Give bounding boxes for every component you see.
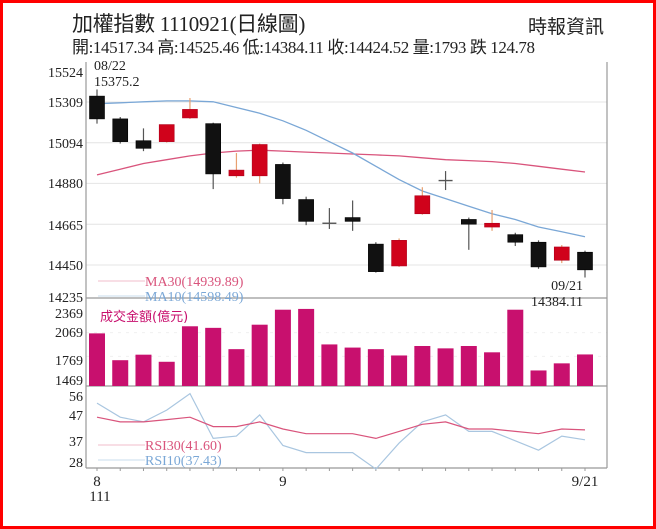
volume-bar — [228, 349, 245, 386]
volume-bar — [181, 326, 198, 386]
rsi30-line — [96, 416, 586, 440]
volume-bar — [298, 308, 315, 386]
candle-down — [368, 243, 384, 272]
volume-bar — [251, 324, 268, 386]
volume-bar — [112, 360, 129, 386]
volume-tick-label: 1769 — [55, 354, 83, 369]
volume-panel: 成交金額(億元) — [89, 308, 593, 386]
volume-bar — [367, 349, 384, 386]
volume-bar — [89, 333, 105, 386]
price-tick-label: 15524 — [48, 66, 83, 81]
volume-bar — [391, 355, 408, 386]
volume-bar — [414, 345, 431, 386]
candle-down — [89, 95, 105, 120]
candle-down — [298, 199, 314, 222]
rsi30-legend: RSI30(41.60) — [145, 439, 222, 454]
volume-bar — [274, 309, 291, 386]
candle-up — [228, 169, 245, 177]
candle-down — [344, 217, 361, 222]
candle-down — [530, 241, 547, 268]
volume-bar — [135, 354, 152, 386]
x-tick-sublabel: 111 — [89, 489, 110, 505]
candle-up — [391, 240, 407, 267]
price-tick-label: 15309 — [48, 96, 83, 111]
volume-title: 成交金額(億元) — [100, 309, 188, 325]
volume-tick-label: 2069 — [55, 326, 83, 341]
ohlc-stats: 開:14517.34 高:14525.46 低:14384.11 收:14424… — [72, 38, 535, 57]
volume-bar — [205, 327, 222, 386]
price-tick-label: 14235 — [48, 291, 83, 306]
rsi10-legend: RSI10(37.43) — [145, 454, 222, 469]
candle-up — [158, 124, 175, 142]
volume-bar — [484, 352, 501, 386]
price-tick-label: 14450 — [48, 259, 83, 274]
low-date-label: 09/21 — [551, 279, 583, 294]
volume-bar — [344, 347, 361, 386]
candle-down — [275, 164, 291, 199]
candle-up — [553, 246, 570, 261]
price-tick-label: 14665 — [48, 219, 83, 234]
volume-bar — [460, 345, 477, 386]
ma30-line — [96, 149, 586, 176]
x-tick-label: 8 — [93, 474, 101, 490]
volume-bar — [530, 370, 547, 386]
volume-tick-label: 1469 — [55, 374, 83, 389]
rsi10-line — [96, 392, 586, 470]
candle-up — [251, 144, 268, 177]
candle-down — [507, 234, 524, 243]
high-value-label: 15375.2 — [94, 75, 140, 90]
volume-bar — [507, 309, 524, 386]
x-tick-label: 9/21 — [572, 474, 599, 490]
high-date-label: 08/22 — [94, 59, 126, 74]
rsi-tick-label: 56 — [69, 390, 83, 405]
rsi-tick-label: 47 — [69, 409, 83, 424]
volume-bar — [553, 363, 570, 386]
volume-bar — [437, 348, 454, 386]
candle-down — [461, 219, 477, 225]
candle-up — [182, 109, 198, 119]
rsi-tick-label: 37 — [69, 435, 83, 450]
candle-down — [205, 123, 221, 175]
price-tick-label: 14880 — [48, 177, 83, 192]
ma30-legend: MA30(14939.89) — [145, 275, 244, 290]
volume-bar — [158, 361, 175, 386]
candle-up — [484, 222, 500, 228]
candle-down — [112, 118, 129, 142]
axes — [85, 62, 608, 471]
source-label: 時報資訊 — [528, 17, 605, 38]
chart-title: 加權指數 1110921(日線圖) — [72, 12, 306, 36]
candle-down — [577, 251, 593, 271]
ma10-legend: MA10(14598.49) — [145, 290, 244, 305]
candle-up — [414, 195, 431, 215]
ma10-line — [96, 100, 586, 238]
rsi-tick-label: 28 — [69, 456, 83, 471]
low-value-label: 14384.11 — [531, 295, 583, 310]
volume-bar — [321, 344, 338, 386]
rsi-panel: RSI30(41.60)RSI10(37.43) — [96, 392, 586, 470]
volume-tick-label: 2369 — [55, 307, 83, 322]
volume-bar — [577, 354, 593, 386]
x-tick-label: 9 — [279, 474, 287, 490]
candle-down — [135, 140, 152, 149]
price-tick-label: 15094 — [48, 137, 83, 152]
